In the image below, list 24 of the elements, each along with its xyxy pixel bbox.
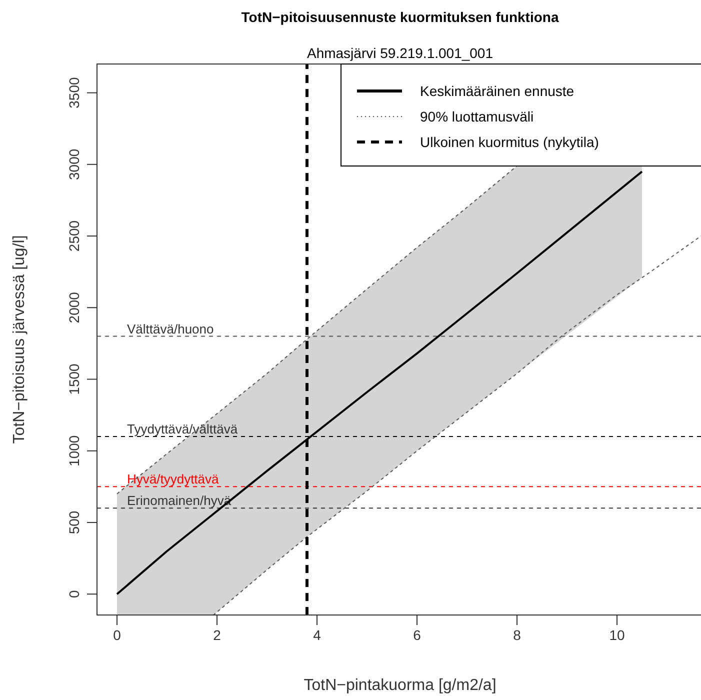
y-tick-label: 2000 [66,292,82,324]
chart-subtitle: Ahmasjärvi 59.219.1.001_001 [306,45,494,61]
x-tick-label: 4 [313,627,322,643]
y-tick-label: 3500 [66,77,82,108]
y-axis-title: TotN−pitoisuus järvessä [ug/l] [11,235,28,444]
y-tick-label: 1000 [66,435,82,466]
legend-label: 90% luottamusväli [420,108,534,124]
x-tick-label: 0 [113,627,122,643]
x-axis-title: TotN−pintakuorma [g/m2/a] [304,677,496,694]
legend-label: Ulkoinen kuormitus (nykytila) [420,134,599,150]
y-tick-label: 1500 [66,363,82,395]
ref-line-label: Välttävä/huono [127,321,214,336]
x-tick-label: 6 [413,627,422,643]
y-tick-label: 3000 [66,148,82,180]
ref-line-label: Tyydyttävä/välttävä [127,422,238,437]
y-tick-label: 500 [66,510,82,534]
legend-label: Keskimääräinen ennuste [420,83,574,99]
x-tick-label: 2 [213,627,222,643]
ref-line-label: Hyvä/tyydyttävä [127,472,220,487]
x-tick-label: 8 [513,627,522,643]
x-tick-label: 10 [609,627,625,643]
chart-title: TotN−pitoisuusennuste kuormituksen funktiona [241,9,559,25]
y-tick-label: 2500 [66,220,82,252]
y-tick-label: 0 [66,590,82,598]
